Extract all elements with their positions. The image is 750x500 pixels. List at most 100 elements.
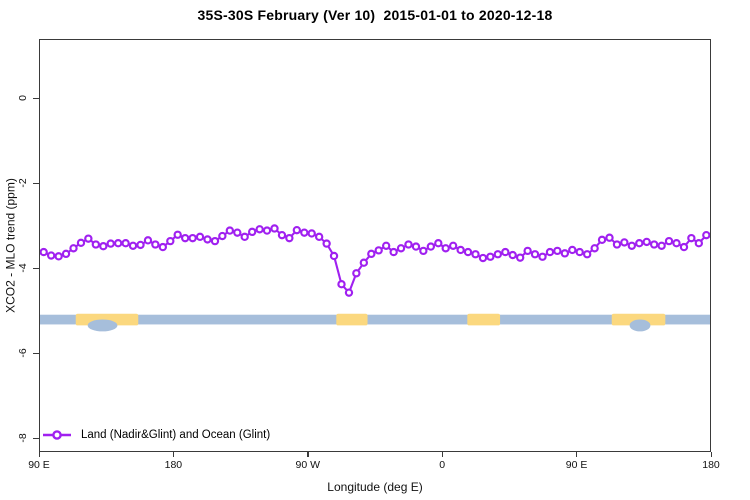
y-axis-tick	[33, 182, 39, 185]
data-point-marker	[84, 234, 93, 243]
data-point-marker	[180, 233, 190, 243]
data-point-marker	[247, 227, 257, 237]
data-point-marker	[389, 247, 398, 257]
data-point-marker	[337, 280, 346, 289]
ocean-strip	[40, 314, 710, 325]
data-point-marker	[195, 232, 205, 242]
y-axis-tick-label: -8	[17, 433, 29, 443]
data-point-marker	[702, 230, 710, 240]
ocean-notch	[629, 319, 651, 332]
x-axis-tick	[441, 452, 443, 457]
y-axis-tick-label: -2	[17, 178, 29, 188]
x-axis-tick	[710, 452, 712, 457]
data-point-marker	[649, 240, 659, 249]
data-point-marker	[456, 245, 465, 255]
y-axis-tick-label: -6	[17, 348, 29, 358]
data-point-marker	[173, 230, 182, 239]
data-point-marker	[329, 251, 339, 261]
data-point-marker	[374, 246, 383, 255]
data-point-marker	[277, 230, 287, 240]
data-point-marker	[590, 244, 599, 253]
data-point-marker	[523, 246, 532, 256]
data-point-marker	[344, 288, 354, 297]
data-point-marker	[664, 236, 674, 246]
data-point-marker	[322, 239, 331, 248]
data-point-marker	[359, 258, 369, 267]
data-point-marker	[538, 252, 547, 261]
x-axis-tick	[38, 452, 40, 457]
data-point-marker	[151, 240, 160, 249]
y-axis-tick	[33, 437, 39, 440]
data-point-marker	[143, 236, 153, 245]
data-point-marker	[672, 239, 681, 248]
data-point-marker	[463, 247, 473, 257]
x-axis-tick-label: 180	[702, 459, 720, 471]
data-point-marker	[113, 239, 123, 248]
data-point-marker	[411, 242, 421, 251]
x-axis-tick	[172, 452, 175, 457]
data-point-marker	[486, 252, 495, 261]
y-axis-tick	[33, 352, 39, 355]
x-axis-tick	[307, 452, 309, 457]
land-strip-segment	[336, 313, 368, 326]
data-point-marker	[419, 246, 428, 256]
x-axis-tick-label: 180	[164, 459, 183, 471]
data-point-marker	[694, 239, 704, 248]
data-point-marker	[69, 244, 78, 253]
data-point-marker	[478, 253, 488, 263]
y-axis-tick-label: 0	[17, 95, 29, 102]
data-point-marker	[530, 250, 540, 259]
data-point-marker	[679, 242, 689, 252]
data-point-marker	[448, 241, 458, 250]
data-point-marker	[597, 235, 607, 245]
xco2-trend-line-chart	[40, 224, 710, 332]
data-point-marker	[560, 249, 570, 258]
data-point-marker	[426, 242, 436, 251]
data-point-marker	[76, 238, 86, 247]
data-point-marker	[627, 241, 637, 250]
data-point-marker	[501, 247, 510, 257]
data-point-marker	[40, 247, 48, 257]
land-strip-segment	[467, 313, 501, 326]
data-point-marker	[381, 241, 391, 250]
data-point-marker	[128, 241, 138, 250]
data-point-marker	[545, 247, 555, 257]
data-point-marker	[188, 233, 197, 243]
y-axis-tick	[33, 267, 39, 270]
data-point-marker	[657, 241, 666, 250]
data-point-marker	[91, 240, 101, 249]
data-point-marker	[255, 225, 264, 234]
data-point-marker	[240, 232, 249, 242]
legend: Land (Nadir&Glint) and Ocean (Glint)	[42, 428, 270, 442]
data-point-marker	[233, 228, 242, 237]
data-point-marker	[582, 250, 592, 259]
data-point-marker	[515, 253, 525, 262]
x-axis-tick	[576, 452, 578, 457]
data-point-marker	[106, 239, 115, 248]
data-point-marker	[225, 226, 235, 235]
data-point-marker	[218, 231, 227, 241]
data-point-marker	[99, 242, 108, 251]
data-point-marker	[575, 247, 584, 257]
data-point-marker	[605, 233, 614, 242]
data-point-marker	[493, 250, 503, 259]
data-point-marker	[620, 238, 629, 247]
data-point-marker	[307, 229, 316, 238]
data-point-marker	[642, 237, 651, 247]
data-point-marker	[635, 239, 644, 248]
data-point-marker	[210, 236, 220, 246]
data-point-marker	[553, 246, 562, 256]
data-point-marker	[166, 236, 175, 246]
data-point-marker	[262, 226, 272, 235]
data-point-marker	[54, 252, 63, 261]
data-point-marker	[121, 239, 130, 248]
data-point-marker	[404, 240, 413, 249]
data-point-marker	[314, 232, 324, 242]
ocean-notch	[87, 319, 118, 332]
plot-area	[39, 39, 711, 452]
x-axis-tick-label: 90 W	[295, 459, 321, 471]
data-point-marker	[203, 235, 212, 244]
legend-marker-icon	[43, 430, 71, 440]
data-point-marker	[367, 249, 376, 259]
